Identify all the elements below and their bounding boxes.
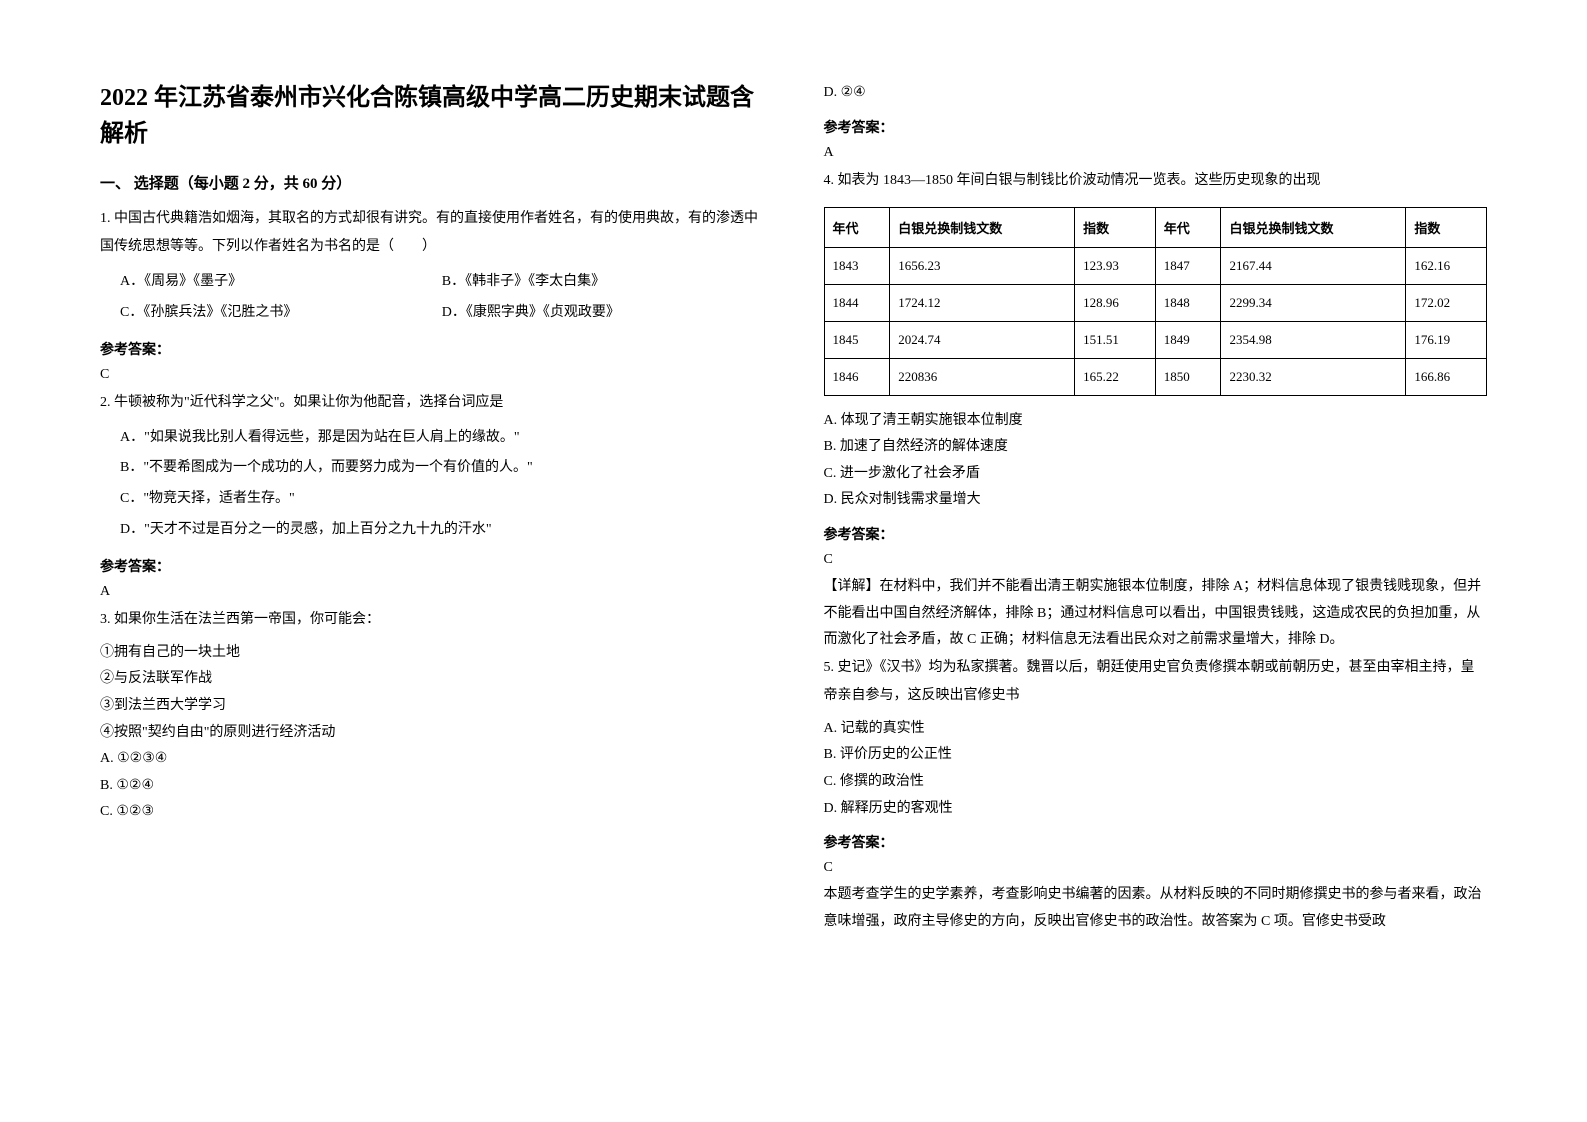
th-year1: 年代 <box>824 207 890 247</box>
cell: 1849 <box>1155 321 1221 358</box>
q5-option-c: C. 修撰的政治性 <box>824 769 1488 796</box>
q2-option-d: D．"天才不过是百分之一的灵感，加上百分之九十九的汗水" <box>100 515 764 546</box>
q3-condition-4: ④按照"契约自由"的原则进行经济活动 <box>100 720 764 747</box>
q5-option-b: B. 评价历史的公正性 <box>824 742 1488 769</box>
q1-option-d: D．《康熙字典》《贞观政要》 <box>442 298 764 329</box>
table-row: 1844 1724.12 128.96 1848 2299.34 172.02 <box>824 284 1487 321</box>
q2-option-b: B．"不要希图成为一个成功的人，而要努力成为一个有价值的人。" <box>100 453 764 484</box>
table-row: 1843 1656.23 123.93 1847 2167.44 162.16 <box>824 247 1487 284</box>
q1-option-a: A．《周易》《墨子》 <box>120 267 442 298</box>
q1-options-row1: A．《周易》《墨子》 B．《韩非子》《李太白集》 <box>100 267 764 298</box>
table-header-row: 年代 白银兑换制钱文数 指数 年代 白银兑换制钱文数 指数 <box>824 207 1487 247</box>
q4-option-a: A. 体现了清王朝实施银本位制度 <box>824 408 1488 435</box>
q5-answer-label: 参考答案： <box>824 832 1488 852</box>
q3-answer-label: 参考答案： <box>824 117 1488 137</box>
q1-option-c: C．《孙膑兵法》《氾胜之书》 <box>120 298 442 329</box>
cell: 1847 <box>1155 247 1221 284</box>
q3-condition-2: ②与反法联军作战 <box>100 666 764 693</box>
cell: 1846 <box>824 358 890 395</box>
q4-data-table: 年代 白银兑换制钱文数 指数 年代 白银兑换制钱文数 指数 1843 1656.… <box>824 207 1488 396</box>
q3-option-c: C. ①②③ <box>100 799 764 826</box>
q3-text: 3. 如果你生活在法兰西第一帝国，你可能会： <box>100 606 764 634</box>
q4-option-d: D. 民众对制钱需求量增大 <box>824 487 1488 514</box>
cell: 2354.98 <box>1221 321 1406 358</box>
section-header: 一、 选择题（每小题 2 分，共 60 分） <box>100 172 764 193</box>
table-row: 1845 2024.74 151.51 1849 2354.98 176.19 <box>824 321 1487 358</box>
cell: 1656.23 <box>890 247 1075 284</box>
q2-text: 2. 牛顿被称为"近代科学之父"。如果让你为他配音，选择台词应是 <box>100 389 764 417</box>
cell: 1845 <box>824 321 890 358</box>
cell: 162.16 <box>1406 247 1487 284</box>
document-title: 2022 年江苏省泰州市兴化合陈镇高级中学高二历史期末试题含解析 <box>100 80 764 152</box>
cell: 123.93 <box>1075 247 1156 284</box>
q4-option-b: B. 加速了自然经济的解体速度 <box>824 434 1488 461</box>
cell: 151.51 <box>1075 321 1156 358</box>
q1-options-row2: C．《孙膑兵法》《氾胜之书》 D．《康熙字典》《贞观政要》 <box>100 298 764 329</box>
q3-answer: A <box>824 145 1488 161</box>
q4-explanation: 【详解】在材料中，我们并不能看出清王朝实施银本位制度，排除 A；材料信息体现了银… <box>824 574 1488 654</box>
q5-explanation: 本题考查学生的史学素养，考查影响史书编著的因素。从材料反映的不同时期修撰史书的参… <box>824 882 1488 935</box>
q4-answer: C <box>824 552 1488 568</box>
cell: 176.19 <box>1406 321 1487 358</box>
q4-text: 4. 如表为 1843—1850 年间白银与制钱比价波动情况一览表。这些历史现象… <box>824 167 1488 195</box>
cell: 1850 <box>1155 358 1221 395</box>
cell: 2024.74 <box>890 321 1075 358</box>
q4-answer-label: 参考答案： <box>824 524 1488 544</box>
cell: 220836 <box>890 358 1075 395</box>
q1-answer: C <box>100 367 764 383</box>
q1-option-b: B．《韩非子》《李太白集》 <box>442 267 764 298</box>
q5-answer: C <box>824 860 1488 876</box>
th-index1: 指数 <box>1075 207 1156 247</box>
q5-text: 5. 史记》《汉书》均为私家撰著。魏晋以后，朝廷使用史官负责修撰本朝或前朝历史，… <box>824 654 1488 710</box>
q1-text: 1. 中国古代典籍浩如烟海，其取名的方式却很有讲究。有的直接使用作者姓名，有的使… <box>100 205 764 261</box>
cell: 1848 <box>1155 284 1221 321</box>
table-row: 1846 220836 165.22 1850 2230.32 166.86 <box>824 358 1487 395</box>
cell: 2299.34 <box>1221 284 1406 321</box>
q3-condition-3: ③到法兰西大学学习 <box>100 693 764 720</box>
q3-option-b: B. ①②④ <box>100 773 764 800</box>
right-column: D. ②④ 参考答案： A 4. 如表为 1843—1850 年间白银与制钱比价… <box>824 80 1488 1082</box>
cell: 2230.32 <box>1221 358 1406 395</box>
cell: 166.86 <box>1406 358 1487 395</box>
q3-option-d: D. ②④ <box>824 80 1488 107</box>
cell: 128.96 <box>1075 284 1156 321</box>
cell: 1844 <box>824 284 890 321</box>
th-silver2: 白银兑换制钱文数 <box>1221 207 1406 247</box>
th-year2: 年代 <box>1155 207 1221 247</box>
q3-condition-1: ①拥有自己的一块土地 <box>100 640 764 667</box>
q2-answer: A <box>100 584 764 600</box>
cell: 165.22 <box>1075 358 1156 395</box>
q1-answer-label: 参考答案： <box>100 339 764 359</box>
q3-option-a: A. ①②③④ <box>100 746 764 773</box>
th-silver1: 白银兑换制钱文数 <box>890 207 1075 247</box>
q5-option-d: D. 解释历史的客观性 <box>824 796 1488 823</box>
q2-option-a: A．"如果说我比别人看得远些，那是因为站在巨人肩上的缘故。" <box>100 423 764 454</box>
left-column: 2022 年江苏省泰州市兴化合陈镇高级中学高二历史期末试题含解析 一、 选择题（… <box>100 80 764 1082</box>
cell: 172.02 <box>1406 284 1487 321</box>
q2-answer-label: 参考答案： <box>100 556 764 576</box>
th-index2: 指数 <box>1406 207 1487 247</box>
q2-option-c: C．"物竞天择，适者生存。" <box>100 484 764 515</box>
cell: 1724.12 <box>890 284 1075 321</box>
cell: 2167.44 <box>1221 247 1406 284</box>
q4-option-c: C. 进一步激化了社会矛盾 <box>824 461 1488 488</box>
q5-option-a: A. 记载的真实性 <box>824 716 1488 743</box>
cell: 1843 <box>824 247 890 284</box>
